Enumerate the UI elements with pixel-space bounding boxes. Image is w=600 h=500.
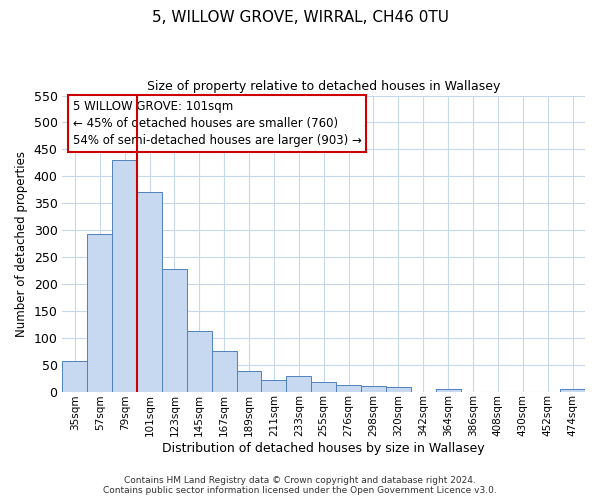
Bar: [286, 376, 311, 392]
Bar: [162, 270, 187, 392]
Text: 5 WILLOW GROVE: 101sqm
← 45% of detached houses are smaller (760)
54% of semi-de: 5 WILLOW GROVE: 101sqm ← 45% of detached…: [73, 100, 362, 147]
Bar: [88, 234, 112, 392]
Y-axis label: Number of detached properties: Number of detached properties: [15, 150, 28, 336]
Bar: [62, 361, 88, 392]
Text: Contains HM Land Registry data © Crown copyright and database right 2024.
Contai: Contains HM Land Registry data © Crown c…: [103, 476, 497, 495]
Bar: [436, 389, 461, 392]
Bar: [112, 160, 137, 392]
Bar: [560, 389, 585, 392]
Bar: [212, 350, 236, 392]
Bar: [361, 386, 386, 392]
X-axis label: Distribution of detached houses by size in Wallasey: Distribution of detached houses by size …: [163, 442, 485, 455]
Bar: [137, 192, 162, 392]
Bar: [386, 387, 411, 392]
Bar: [187, 330, 212, 392]
Bar: [236, 371, 262, 392]
Bar: [311, 382, 336, 392]
Bar: [262, 380, 286, 392]
Title: Size of property relative to detached houses in Wallasey: Size of property relative to detached ho…: [147, 80, 500, 93]
Text: 5, WILLOW GROVE, WIRRAL, CH46 0TU: 5, WILLOW GROVE, WIRRAL, CH46 0TU: [151, 10, 449, 25]
Bar: [336, 385, 361, 392]
